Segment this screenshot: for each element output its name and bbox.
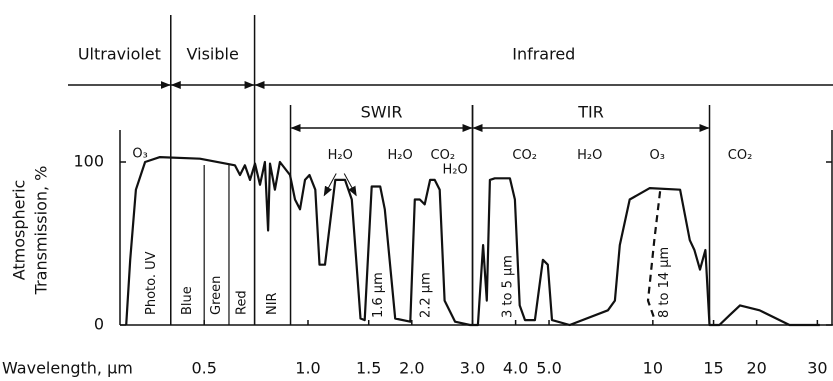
region-label: Ultraviolet	[78, 45, 161, 64]
x-tick-label: 4.0	[503, 359, 528, 378]
gas-arrow	[343, 173, 357, 197]
y-axis-label: Atmospheric	[10, 180, 29, 281]
x-tick-label: 1.0	[295, 359, 320, 378]
x-tick-label: 2.0	[399, 359, 424, 378]
x-tick-label: 3.0	[460, 359, 485, 378]
window-label: 8 to 14 µm	[657, 247, 672, 318]
y-tick-label: 0	[94, 315, 104, 334]
x-tick-label: 10	[643, 359, 663, 378]
window-label: 3 to 5 µm	[500, 255, 515, 318]
band-label: Green	[209, 276, 224, 315]
gas-label: O₃	[132, 146, 147, 161]
gas-label: H₂O	[328, 148, 353, 163]
x-tick-label: 20	[746, 359, 766, 378]
gas-label: CO₂	[431, 148, 456, 163]
region-label: Infrared	[512, 45, 575, 64]
subregion-label: TIR	[577, 103, 604, 122]
x-tick-label: 15	[703, 359, 723, 378]
gas-label: H₂O	[388, 148, 413, 163]
band-label: Photo. UV	[144, 251, 159, 315]
dashed-line	[646, 191, 662, 319]
gas-label: H₂O	[577, 148, 602, 163]
x-axis-label: Wavelength, µm	[2, 359, 133, 378]
subregion-label: SWIR	[361, 103, 403, 122]
x-tick-label: 1.5	[356, 359, 381, 378]
x-tick-label: 30	[807, 359, 827, 378]
gas-label: H₂O	[442, 163, 467, 178]
x-tick-label: 0.5	[191, 359, 216, 378]
x-tick-label: 5.0	[536, 359, 561, 378]
band-label: NIR	[265, 292, 280, 315]
gas-label: CO₂	[512, 148, 537, 163]
gas-label: O₃	[650, 148, 665, 163]
transmission-line	[125, 156, 820, 327]
band-label: Blue	[180, 286, 195, 315]
gas-arrow	[323, 173, 337, 197]
y-tick-label: 100	[73, 152, 104, 171]
band-label: Red	[234, 290, 249, 315]
region-label: Visible	[187, 45, 239, 64]
window-label: 1.6 µm	[371, 272, 386, 318]
y-axis-label: Transmission, %	[32, 166, 51, 296]
window-label: 2.2 µm	[419, 272, 434, 318]
gas-label: CO₂	[728, 148, 753, 163]
